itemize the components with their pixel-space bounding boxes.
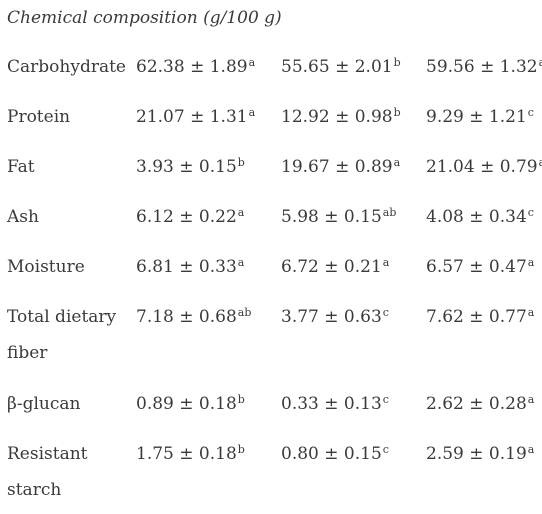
cell-value: 0.80 ± 0.15 — [281, 444, 382, 464]
cell-value: 6.12 ± 0.22 — [136, 207, 237, 227]
value-cell: 7.18 ± 0.68ab — [136, 299, 251, 335]
value-cell: 3.77 ± 0.63c — [281, 299, 389, 335]
value-cell: 62.38 ± 1.89a — [136, 49, 255, 85]
cell-superscript: c — [382, 443, 389, 456]
cell-value: 1.75 ± 0.18 — [136, 444, 237, 464]
value-cell: 12.92 ± 0.98b — [281, 99, 401, 135]
value-cell: 0.33 ± 0.13c — [281, 386, 389, 422]
row-label: Resistant starch — [7, 444, 88, 500]
cell-value: 12.92 ± 0.98 — [281, 107, 393, 127]
cell-value: 62.38 ± 1.89 — [136, 57, 248, 77]
row-label: β-glucan — [7, 394, 81, 414]
cell-superscript: ab — [538, 56, 542, 69]
cell-superscript: c — [382, 393, 389, 406]
value-cell: 4.08 ± 0.34c — [426, 199, 534, 235]
cell-value: 55.65 ± 2.01 — [281, 57, 393, 77]
value-cell: 7.62 ± 0.77a — [426, 299, 534, 335]
cell-superscript: b — [393, 106, 401, 119]
cell-value: 21.04 ± 0.79 — [426, 157, 538, 177]
cell-value: 6.57 ± 0.47 — [426, 257, 527, 277]
cell-superscript: b — [237, 443, 245, 456]
cell-superscript: a — [527, 443, 535, 456]
cell-value: 3.93 ± 0.15 — [136, 157, 237, 177]
table-caption: Chemical composition (g/100 g) — [7, 8, 282, 28]
cell-superscript: c — [527, 106, 534, 119]
cell-superscript: c — [527, 206, 534, 219]
cell-superscript: a — [237, 256, 245, 269]
cell-superscript: a — [527, 306, 535, 319]
cell-superscript: ab — [237, 306, 252, 319]
cell-superscript: a — [248, 106, 256, 119]
cell-value: 5.98 ± 0.15 — [281, 207, 382, 227]
cell-superscript: a — [237, 206, 245, 219]
value-cell: 19.67 ± 0.89a — [281, 149, 400, 185]
cell-value: 21.07 ± 1.31 — [136, 107, 248, 127]
value-cell: 6.72 ± 0.21a — [281, 249, 389, 285]
value-cell: 1.75 ± 0.18b — [136, 436, 245, 472]
cell-superscript: a — [527, 256, 535, 269]
value-cell: 6.12 ± 0.22a — [136, 199, 244, 235]
value-cell: 9.29 ± 1.21c — [426, 99, 534, 135]
value-cell: 0.80 ± 0.15c — [281, 436, 389, 472]
cell-superscript: a — [382, 256, 390, 269]
value-cell: 59.56 ± 1.32ab — [426, 49, 542, 85]
cell-value: 2.59 ± 0.19 — [426, 444, 527, 464]
cell-value: 6.81 ± 0.33 — [136, 257, 237, 277]
value-cell: 2.59 ± 0.19a — [426, 436, 534, 472]
cell-value: 4.08 ± 0.34 — [426, 207, 527, 227]
value-cell: 21.07 ± 1.31a — [136, 99, 255, 135]
value-cell: 6.57 ± 0.47a — [426, 249, 534, 285]
cell-superscript: b — [237, 393, 245, 406]
cell-superscript: ab — [382, 206, 397, 219]
row-label: Total dietary fiber — [7, 307, 117, 363]
cell-superscript: a — [248, 56, 256, 69]
cell-value: 2.62 ± 0.28 — [426, 394, 527, 414]
row-label: Ash — [7, 207, 39, 227]
value-cell: 6.81 ± 0.33a — [136, 249, 244, 285]
cell-superscript: a — [538, 156, 542, 169]
cell-value: 0.89 ± 0.18 — [136, 394, 237, 414]
value-cell: 3.93 ± 0.15b — [136, 149, 245, 185]
value-cell: 5.98 ± 0.15ab — [281, 199, 396, 235]
row-label: Fat — [7, 157, 35, 177]
cell-value: 3.77 ± 0.63 — [281, 307, 382, 327]
row-label: Protein — [7, 107, 71, 127]
row-label: Moisture — [7, 257, 85, 277]
cell-superscript: b — [237, 156, 245, 169]
cell-superscript: b — [393, 56, 401, 69]
cell-value: 7.18 ± 0.68 — [136, 307, 237, 327]
cell-superscript: c — [382, 306, 389, 319]
value-cell: 0.89 ± 0.18b — [136, 386, 245, 422]
cell-value: 0.33 ± 0.13 — [281, 394, 382, 414]
value-cell: 21.04 ± 0.79a — [426, 149, 542, 185]
value-cell: 55.65 ± 2.01b — [281, 49, 401, 85]
cell-value: 19.67 ± 0.89 — [281, 157, 393, 177]
cell-value: 7.62 ± 0.77 — [426, 307, 527, 327]
cell-value: 59.56 ± 1.32 — [426, 57, 538, 77]
cell-value: 6.72 ± 0.21 — [281, 257, 382, 277]
cell-value: 9.29 ± 1.21 — [426, 107, 527, 127]
value-cell: 2.62 ± 0.28a — [426, 386, 534, 422]
cell-superscript: a — [527, 393, 535, 406]
row-label: Carbohydrate — [7, 57, 126, 77]
cell-superscript: a — [393, 156, 401, 169]
